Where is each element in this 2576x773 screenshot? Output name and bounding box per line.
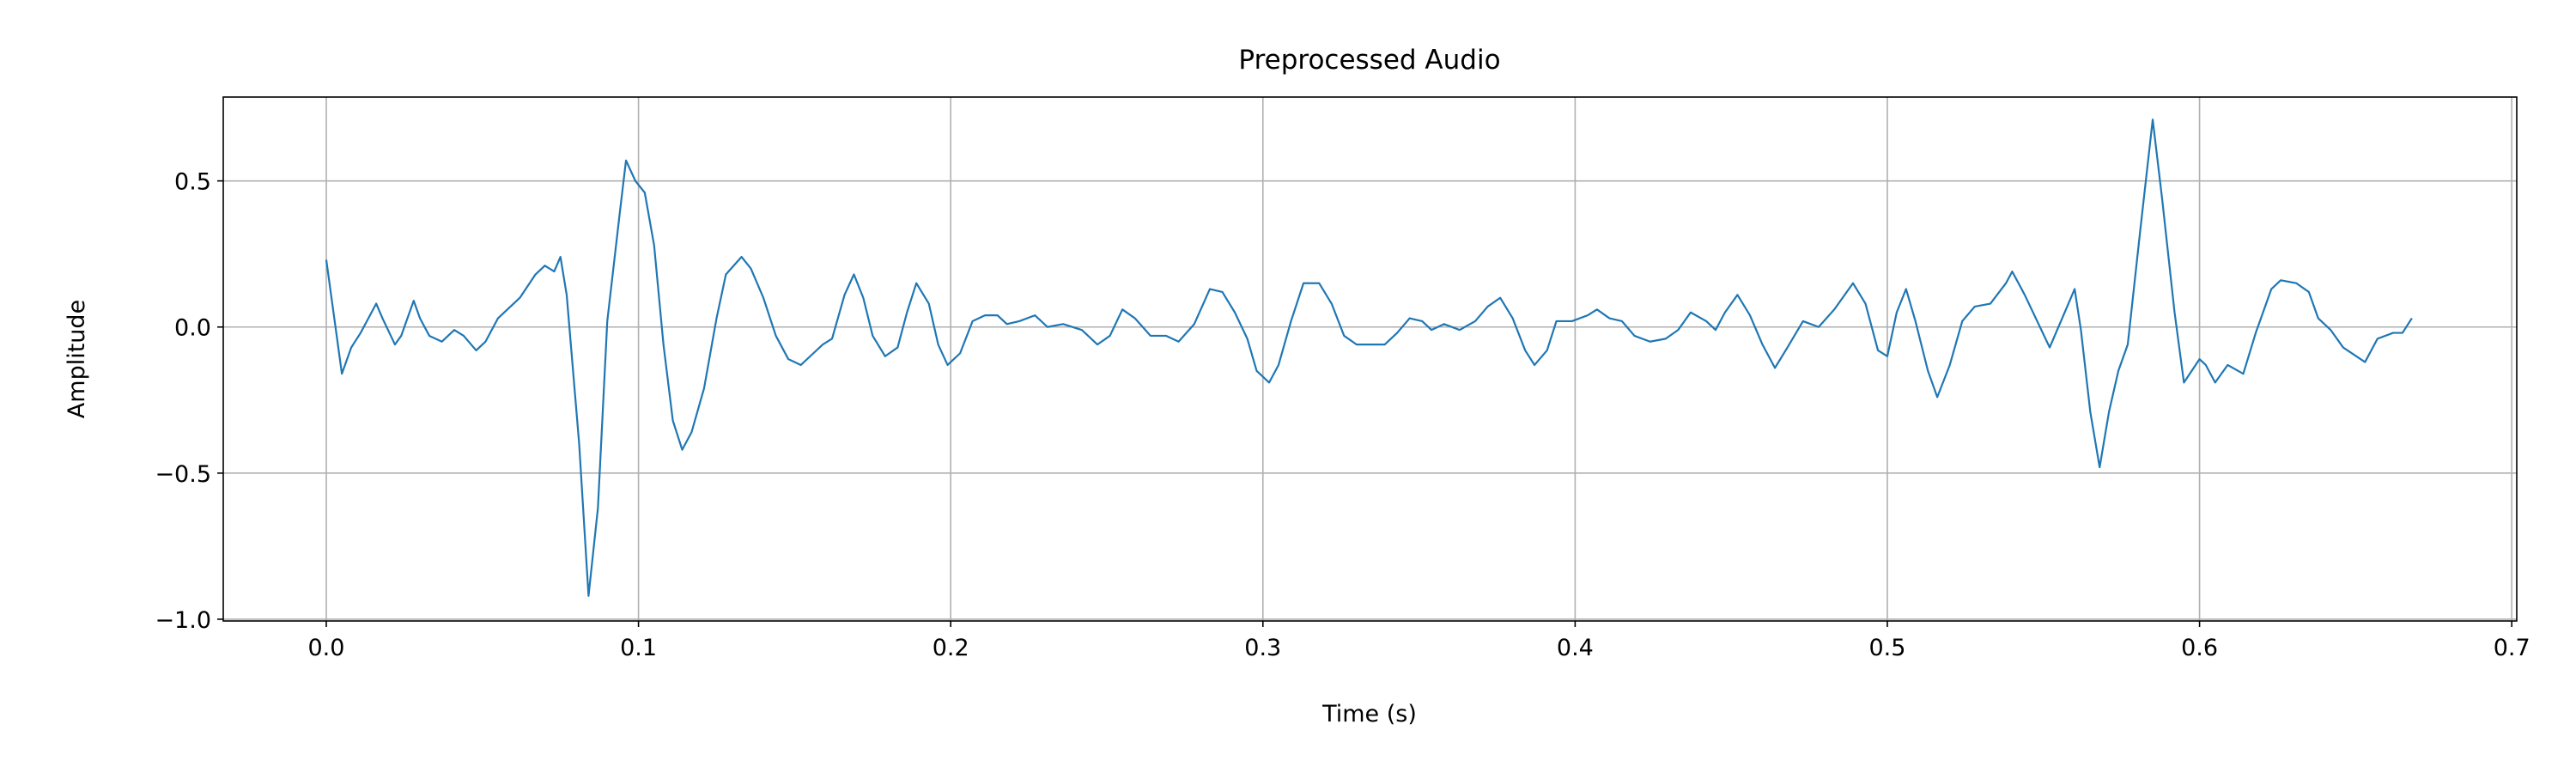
y-tick-label: 0.0 <box>174 315 211 342</box>
x-tick-label: 0.1 <box>620 635 657 661</box>
x-tick-label: 0.5 <box>1869 635 1906 661</box>
waveform-line <box>325 119 2413 597</box>
x-tick-label: 0.2 <box>933 635 969 661</box>
x-tick-label: 0.3 <box>1244 635 1281 661</box>
x-tick-label: 0.4 <box>1557 635 1594 661</box>
y-tick-label: −0.5 <box>155 461 211 488</box>
y-tick-label: 0.5 <box>174 169 211 196</box>
chart-title: Preprocessed Audio <box>1238 45 1500 76</box>
x-tick-label: 0.6 <box>2181 635 2218 661</box>
y-axis-label: Amplitude <box>64 300 90 418</box>
y-tick-label: −1.0 <box>155 607 211 634</box>
x-tick-label: 0.7 <box>2494 635 2530 661</box>
x-axis-label: Time (s) <box>1321 701 1417 727</box>
x-tick-label: 0.0 <box>308 635 345 661</box>
plot-frame <box>222 96 2518 622</box>
